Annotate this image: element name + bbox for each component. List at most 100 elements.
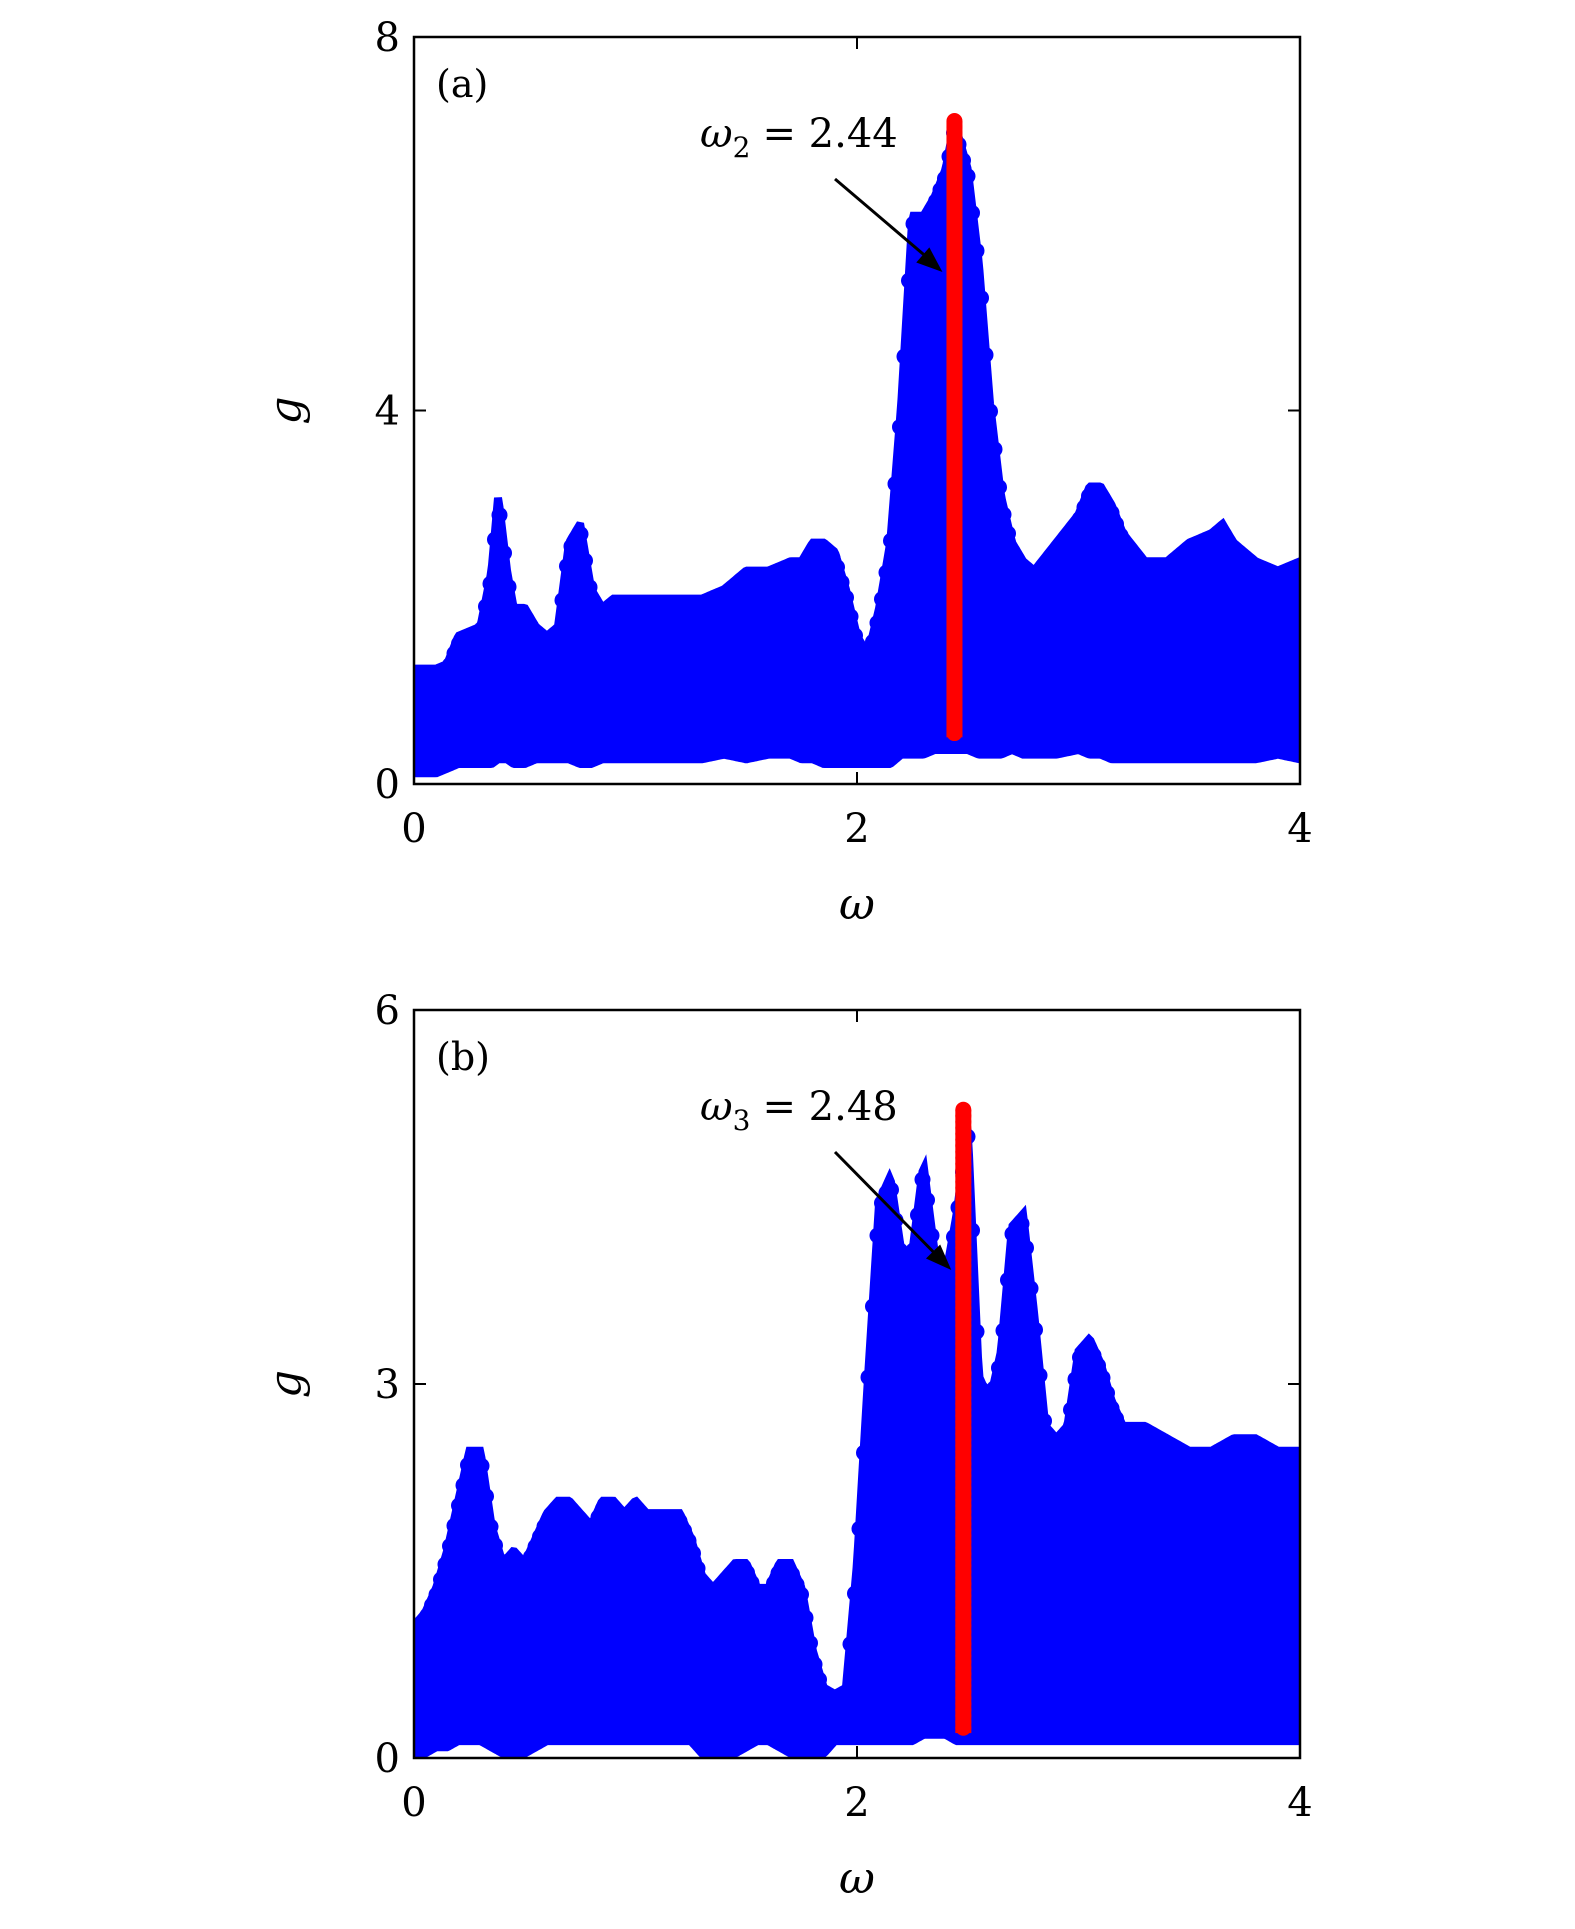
x-tick-label: 2 bbox=[844, 806, 869, 852]
data-point bbox=[802, 1635, 818, 1652]
data-point bbox=[959, 168, 976, 185]
data-point bbox=[1288, 1725, 1300, 1742]
data-point bbox=[559, 558, 575, 575]
annotation-arrow-head bbox=[916, 247, 943, 272]
y-tick-label: 6 bbox=[375, 988, 400, 1034]
data-point bbox=[1094, 1369, 1111, 1386]
data-point bbox=[986, 1380, 1003, 1397]
data-point bbox=[1058, 1426, 1075, 1443]
data-point bbox=[1031, 1367, 1048, 1384]
y-axis-label: g bbox=[260, 396, 311, 424]
data-point bbox=[1000, 1271, 1016, 1288]
y-tick-label: 3 bbox=[375, 1362, 400, 1408]
data-point bbox=[986, 441, 1003, 458]
data-point bbox=[878, 564, 895, 581]
data-point bbox=[937, 1274, 953, 1291]
data-point bbox=[455, 1477, 472, 1494]
data-point bbox=[977, 346, 994, 363]
data-point bbox=[797, 1609, 814, 1626]
x-tick-label: 0 bbox=[401, 1780, 426, 1826]
data-point bbox=[577, 552, 593, 569]
data-point bbox=[451, 1497, 467, 1514]
data-point bbox=[865, 633, 881, 650]
y-tick-label: 8 bbox=[375, 15, 400, 61]
x-tick-label: 0 bbox=[401, 806, 426, 852]
data-point bbox=[991, 479, 1007, 496]
data-point bbox=[487, 1537, 503, 1554]
data-point bbox=[995, 506, 1012, 523]
data-point bbox=[680, 1532, 697, 1549]
plot-area bbox=[414, 113, 1300, 778]
data-point bbox=[842, 1636, 859, 1653]
data-point bbox=[869, 1227, 886, 1244]
data-point bbox=[860, 652, 877, 669]
annotation-text: ω3 = 2.48 bbox=[700, 1084, 898, 1137]
panel-label: (b) bbox=[436, 1035, 490, 1079]
annotation-arrow-line bbox=[834, 177, 934, 264]
x-tick-label: 4 bbox=[1287, 1780, 1312, 1826]
data-point bbox=[478, 1488, 494, 1505]
data-point bbox=[914, 1171, 931, 1188]
x-tick-label: 4 bbox=[1287, 806, 1312, 852]
data-point bbox=[919, 1192, 935, 1209]
series-envelope bbox=[414, 117, 1300, 778]
data-point bbox=[1022, 1280, 1039, 1297]
data-point bbox=[847, 1585, 863, 1602]
data-point bbox=[964, 204, 980, 221]
data-point bbox=[1018, 1239, 1034, 1256]
annotation-arrow-head bbox=[925, 1244, 952, 1270]
data-point bbox=[842, 608, 859, 625]
annotation-variable: ω bbox=[700, 1084, 733, 1130]
data-point bbox=[685, 1545, 701, 1562]
x-axis-label: ω bbox=[839, 1853, 875, 1904]
y-axis-label: g bbox=[260, 1370, 311, 1398]
data-point bbox=[811, 1671, 827, 1688]
data-point bbox=[968, 1323, 985, 1340]
series-highlight bbox=[955, 1101, 972, 1736]
panel-label: (a) bbox=[436, 62, 488, 106]
annotation-subscript: 2 bbox=[733, 131, 751, 164]
plot-area bbox=[414, 1101, 1300, 1758]
data-point bbox=[442, 1538, 458, 1555]
series-envelope bbox=[414, 1128, 1300, 1758]
data-point bbox=[581, 579, 598, 596]
data-point bbox=[1099, 1384, 1115, 1401]
data-point bbox=[968, 242, 985, 259]
data-point bbox=[973, 289, 989, 306]
data-point bbox=[833, 574, 850, 591]
y-tick-label: 0 bbox=[375, 762, 400, 808]
data-point bbox=[491, 507, 508, 524]
data-point bbox=[982, 403, 998, 420]
annotation-value: = 2.44 bbox=[762, 111, 897, 157]
data-point bbox=[446, 1517, 463, 1534]
data-point bbox=[851, 1520, 868, 1537]
data-point bbox=[946, 725, 963, 742]
data-point bbox=[437, 1556, 454, 1573]
data-point bbox=[910, 1207, 926, 1224]
data-point bbox=[829, 559, 845, 576]
data-point bbox=[892, 418, 908, 435]
data-point bbox=[473, 621, 490, 638]
y-tick-label: 4 bbox=[375, 389, 400, 435]
data-point bbox=[838, 589, 854, 606]
data-point bbox=[1067, 1371, 1084, 1388]
data-point bbox=[883, 532, 899, 549]
data-point bbox=[482, 1518, 499, 1535]
data-point bbox=[838, 1686, 854, 1703]
data-point bbox=[1063, 1401, 1079, 1418]
data-point bbox=[1288, 562, 1300, 579]
data-point bbox=[433, 1571, 449, 1588]
data-point bbox=[865, 1298, 881, 1315]
data-point bbox=[806, 1656, 823, 1673]
data-point bbox=[1013, 1215, 1030, 1232]
data-point bbox=[905, 1242, 922, 1259]
data-point bbox=[1036, 1412, 1052, 1429]
data-point bbox=[874, 591, 890, 608]
data-point bbox=[500, 578, 517, 595]
data-point bbox=[995, 1322, 1012, 1339]
data-point bbox=[487, 531, 503, 548]
data-point bbox=[478, 598, 494, 615]
data-point bbox=[955, 1719, 972, 1736]
